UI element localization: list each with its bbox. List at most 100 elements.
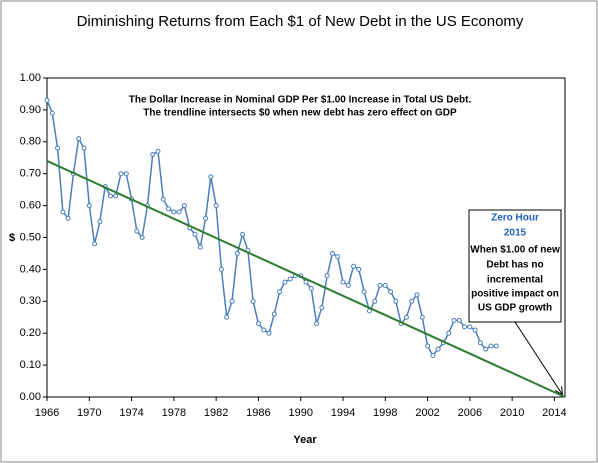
data-point [229,298,235,304]
y-tick-label: 0.90 [20,104,41,116]
data-point [113,193,119,199]
data-point [456,317,462,323]
data-point [361,289,367,295]
data-point [303,279,309,285]
x-tick-label: 2002 [415,407,439,419]
data-point [181,203,187,209]
data-point [155,148,161,154]
data-point [419,314,425,320]
x-tick-label: 2006 [458,407,482,419]
data-point [345,282,351,288]
data-point [483,346,489,352]
data-point [266,330,272,336]
data-point [462,324,468,330]
y-tick-label: 0.00 [20,391,41,403]
data-point [60,209,66,215]
data-point [382,282,388,288]
data-point [430,353,436,359]
data-point [203,215,209,221]
data-point [488,343,494,349]
x-tick-label: 1986 [246,407,270,419]
data-point [287,276,293,282]
data-point [425,343,431,349]
data-point [388,289,394,295]
data-point [81,145,87,151]
annotation-text: Debt has no [486,260,543,271]
y-tick-label: 1.00 [20,72,41,84]
data-point [44,97,50,103]
data-point [240,231,246,237]
data-point [65,215,71,221]
data-point [403,314,409,320]
x-axis-label: Year [293,434,317,446]
subtitle: The Dollar Increase in Nominal GDP Per $… [129,95,472,106]
x-tick-label: 1978 [162,407,186,419]
data-point [134,228,140,234]
data-point [213,203,219,209]
data-point [139,235,145,240]
data-point [171,209,177,215]
data-point [49,110,55,116]
data-point [261,327,267,333]
x-tick-label: 2010 [500,407,524,419]
y-axis-label: $ [9,232,15,244]
data-point [192,231,198,237]
annotation-text: When $1.00 of new [470,245,560,256]
data-point [319,305,325,311]
y-tick-label: 0.70 [20,168,41,180]
x-tick-label: 1966 [35,407,59,419]
data-point [372,298,378,304]
data-point [409,298,415,304]
data-point [176,209,182,215]
annotation-title: Zero Hour [491,213,539,224]
series-line [46,160,566,398]
data-point [208,174,214,180]
data-point [335,254,341,260]
data-point [197,244,203,250]
data-point [451,317,457,323]
annotation-title: 2015 [504,228,527,239]
data-point [97,219,103,225]
x-tick-label: 1982 [204,407,228,419]
y-tick-label: 0.80 [20,136,41,148]
data-point [166,206,172,212]
x-tick-label: 1990 [288,407,312,419]
y-tick-label: 0.20 [20,327,41,339]
x-tick-label: 1970 [77,407,101,419]
data-point [467,324,473,330]
data-point [92,241,98,247]
data-point [314,321,320,327]
data-point [472,327,478,333]
chart-title: Diminishing Returns from Each $1 of New … [77,13,524,30]
data-point [234,250,240,256]
data-point [477,340,483,346]
data-point [329,250,335,256]
data-point [118,171,124,177]
data-point [76,136,82,142]
data-point [255,321,261,327]
annotation-text: US GDP growth [478,303,552,314]
data-point [271,311,277,317]
data-point [107,193,113,199]
data-point [414,292,420,298]
data-point [340,279,346,285]
data-point [324,273,330,279]
annotation-text: incremental [487,275,543,286]
y-tick-label: 0.50 [20,231,41,243]
annotation-box [468,209,562,323]
data-point [218,266,224,272]
x-tick-label: 1994 [331,407,355,419]
data-point [356,266,362,272]
data-point [446,330,452,336]
data-point [351,263,357,269]
y-tick-label: 0.40 [20,263,41,275]
y-tick-label: 0.30 [20,295,41,307]
y-tick-label: 0.10 [20,359,41,371]
data-point [393,298,399,304]
data-point [277,289,283,295]
data-point [160,196,166,202]
data-point [55,145,61,151]
data-point [493,343,499,349]
data-point [377,282,383,288]
